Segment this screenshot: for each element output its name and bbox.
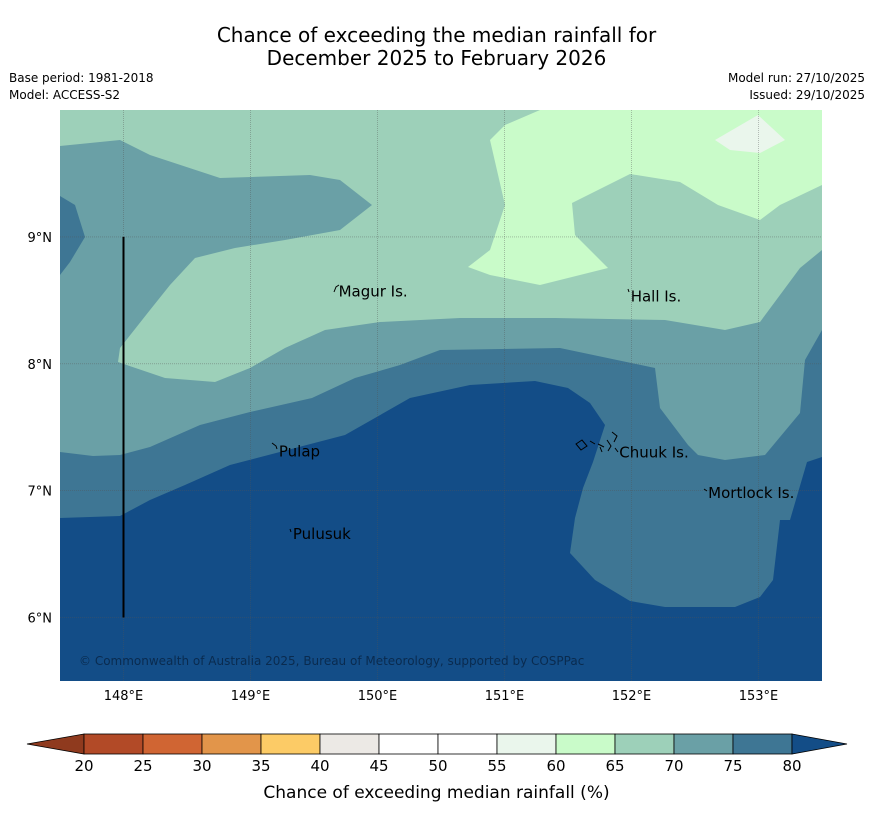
- colorbar-tick-label: 50: [428, 757, 447, 775]
- lon-tick-label: 150°E: [358, 689, 398, 704]
- pulap-island-outline: [271, 442, 278, 450]
- graticule: [60, 110, 822, 681]
- lon-tick-label: 148°E: [104, 689, 144, 704]
- issued-date-text: Issued: 29/10/2025: [749, 88, 865, 102]
- colorbar-tick-label: 35: [251, 757, 270, 775]
- copyright-text: © Commonwealth of Australia 2025, Bureau…: [79, 654, 584, 668]
- axis-tick-labels: 148°E 149°E 150°E 151°E 152°E 153°E 9°N 8°N 7°N 6…: [28, 231, 779, 704]
- lat-tick-label: 6°N: [28, 612, 53, 627]
- contour-fills: [60, 110, 822, 681]
- base-period-text: Base period: 1981-2018: [9, 71, 154, 85]
- colorbar-swatch: [614, 733, 675, 755]
- place-label: Pulap: [279, 442, 320, 460]
- colorbar-tick-label: 80: [782, 757, 801, 775]
- lon-tick-label: 152°E: [612, 689, 652, 704]
- place-label: Pulusuk: [293, 525, 351, 543]
- place-label: Hall Is.: [631, 288, 682, 306]
- chuuk-lagoon-outline: [575, 431, 619, 453]
- map-title-line-1: Chance of exceeding the median rainfall …: [216, 23, 657, 47]
- colorbar-tick-label: 65: [605, 757, 624, 775]
- colorbar-tick-label: 20: [74, 757, 93, 775]
- colorbar-swatch: [673, 733, 734, 755]
- colorbar-swatch: [496, 733, 557, 755]
- colorbar-high-extension: [791, 733, 848, 755]
- lon-tick-label: 153°E: [739, 689, 779, 704]
- colorbar-swatch: [732, 733, 793, 755]
- zone-55-60: [468, 110, 822, 285]
- colorbar-swatch: [437, 733, 498, 755]
- map-title-line-2: December 2025 to February 2026: [266, 46, 607, 70]
- zone-50-55: [715, 115, 785, 153]
- colorbar-tick-label: 60: [546, 757, 565, 775]
- colorbar-swatch: [260, 733, 321, 755]
- colorbar-swatch: [378, 733, 439, 755]
- lat-tick-label: 7°N: [28, 485, 53, 500]
- place-label: Magur Is.: [339, 282, 408, 300]
- place-labels: Magur Is. Hall Is. Pulap Chuuk Is. Mortlock …: [279, 282, 794, 542]
- lon-tick-label: 151°E: [485, 689, 525, 704]
- magur-island-outline: [333, 284, 340, 293]
- island-outlines: [271, 284, 708, 533]
- hall-island-outline: [627, 288, 630, 293]
- lat-tick-label: 8°N: [28, 358, 53, 373]
- colorbar-swatch: [319, 733, 380, 755]
- colorbar-swatch: [83, 733, 144, 755]
- pulusuk-island-outline: [289, 528, 292, 533]
- model-run-text: Model run: 27/10/2025: [727, 71, 865, 85]
- place-label: Chuuk Is.: [619, 444, 688, 462]
- colorbar-tick-label: 75: [723, 757, 742, 775]
- colorbar-swatch: [201, 733, 262, 755]
- colorbar-tick-label: 25: [133, 757, 152, 775]
- colorbar-tick-label: 30: [192, 757, 211, 775]
- colorbar: 20 25 30 35 40 45 50 55 60 65 70 75 80: [26, 733, 848, 775]
- colorbar-swatch: [555, 733, 616, 755]
- colorbar-tick-label: 55: [487, 757, 506, 775]
- colorbar-low-extension: [26, 733, 85, 755]
- place-label: Mortlock Is.: [708, 484, 794, 502]
- zone-65-70-west-blob: [60, 196, 85, 275]
- colorbar-tick-label: 70: [664, 757, 683, 775]
- colorbar-tick-label: 45: [369, 757, 388, 775]
- lat-tick-label: 9°N: [28, 231, 53, 246]
- lon-tick-label: 149°E: [231, 689, 271, 704]
- colorbar-tick-label: 40: [310, 757, 329, 775]
- colorbar-swatch: [142, 733, 203, 755]
- colorbar-label: Chance of exceeding median rainfall (%): [263, 783, 610, 803]
- model-name-text: Model: ACCESS-S2: [9, 88, 121, 102]
- mortlock-island-outline: [703, 488, 708, 492]
